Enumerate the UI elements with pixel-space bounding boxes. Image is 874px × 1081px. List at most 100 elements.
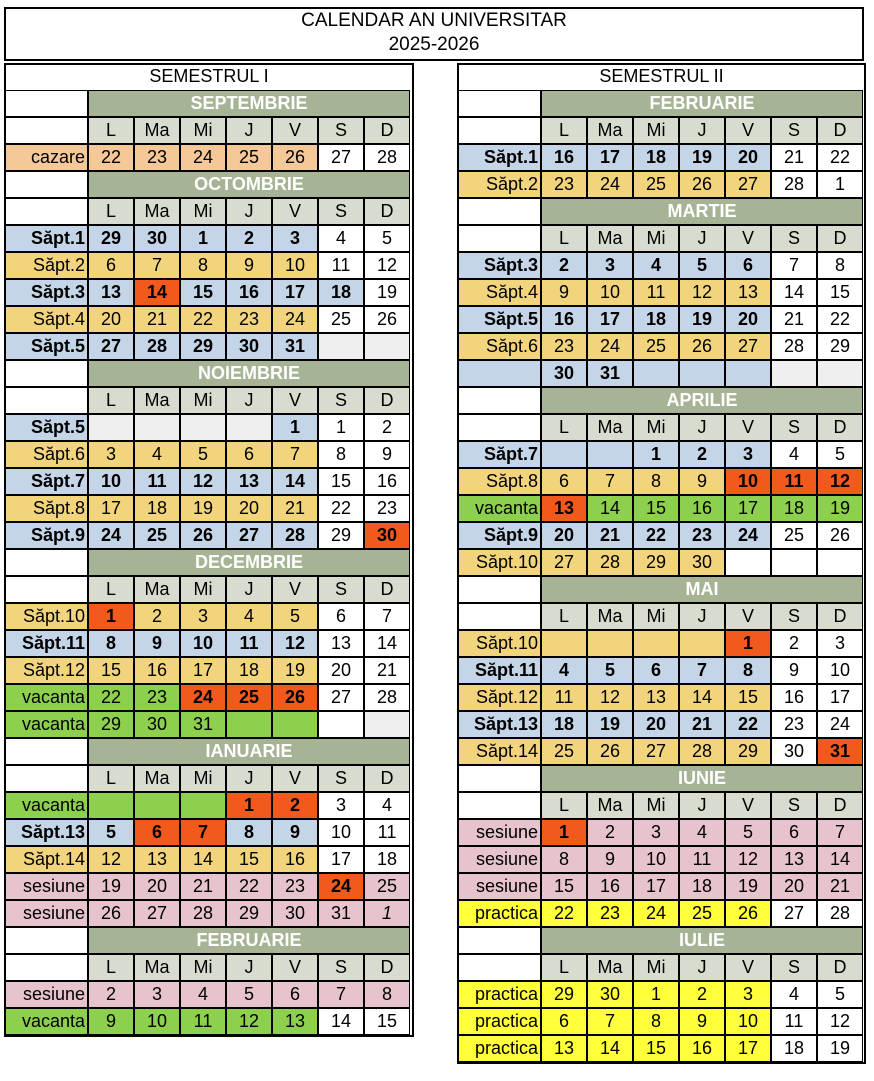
day-cell: 9 <box>88 1008 134 1035</box>
day-cell: 10 <box>134 1008 180 1035</box>
day-cell: 3 <box>318 792 364 819</box>
day-cell: 3 <box>134 981 180 1008</box>
day-cell: 18 <box>771 1035 817 1062</box>
day-cell: 3 <box>180 603 226 630</box>
day-cell: 15 <box>725 684 771 711</box>
day-header: J <box>226 117 272 144</box>
day-header: Mi <box>633 792 679 819</box>
day-header: S <box>318 765 364 792</box>
day-cell: 1 <box>633 981 679 1008</box>
day-cell: 20 <box>771 873 817 900</box>
day-header: S <box>771 954 817 981</box>
day-cell: 22 <box>88 144 134 171</box>
day-header: L <box>88 387 134 414</box>
day-cell: 21 <box>134 306 180 333</box>
day-cell <box>180 414 226 441</box>
week-label: vacanta <box>4 711 88 738</box>
day-cell: 3 <box>272 225 318 252</box>
day-cell: 8 <box>541 846 587 873</box>
day-cell: 24 <box>318 873 364 900</box>
day-cell: 13 <box>226 468 272 495</box>
day-cell: 29 <box>817 333 863 360</box>
day-header-spacer <box>457 954 541 981</box>
calendar-title: CALENDAR AN UNIVERSITAR <box>301 10 567 31</box>
month-row-spacer <box>4 171 88 198</box>
day-cell: 14 <box>272 468 318 495</box>
day-cell <box>679 630 725 657</box>
day-cell: 30 <box>364 522 410 549</box>
day-cell: 21 <box>771 306 817 333</box>
day-cell: 28 <box>272 522 318 549</box>
day-header: L <box>541 117 587 144</box>
day-header: D <box>817 225 863 252</box>
day-header: J <box>679 414 725 441</box>
month-row-spacer <box>457 576 541 603</box>
day-cell: 1 <box>633 441 679 468</box>
day-cell <box>633 630 679 657</box>
day-header-spacer <box>4 198 88 225</box>
day-cell: 13 <box>541 1035 587 1062</box>
day-cell: 4 <box>541 657 587 684</box>
day-header: S <box>771 603 817 630</box>
day-cell: 8 <box>633 468 679 495</box>
day-header: Ma <box>587 792 633 819</box>
day-cell: 19 <box>364 279 410 306</box>
month-name: SEPTEMBRIE <box>88 90 410 117</box>
day-cell: 27 <box>633 738 679 765</box>
day-cell: 5 <box>226 981 272 1008</box>
day-header: Ma <box>134 117 180 144</box>
day-cell: 11 <box>318 252 364 279</box>
day-cell: 29 <box>88 711 134 738</box>
day-cell: 14 <box>587 495 633 522</box>
day-header: L <box>88 954 134 981</box>
day-cell: 10 <box>180 630 226 657</box>
week-label: Săpt.7 <box>457 441 541 468</box>
day-cell: 19 <box>817 495 863 522</box>
day-cell: 10 <box>272 252 318 279</box>
week-label <box>457 360 541 387</box>
day-header: Ma <box>134 954 180 981</box>
day-cell: 28 <box>771 171 817 198</box>
day-header: Ma <box>134 198 180 225</box>
day-cell: 6 <box>541 1008 587 1035</box>
day-cell: 17 <box>587 306 633 333</box>
week-label: Săpt.11 <box>457 657 541 684</box>
day-cell: 15 <box>364 1008 410 1035</box>
day-header: Ma <box>134 387 180 414</box>
day-cell <box>272 711 318 738</box>
day-cell <box>318 711 364 738</box>
day-cell: 10 <box>725 468 771 495</box>
day-cell: 15 <box>633 1035 679 1062</box>
day-cell: 19 <box>88 873 134 900</box>
day-header: S <box>771 225 817 252</box>
day-cell: 21 <box>272 495 318 522</box>
day-cell: 31 <box>180 711 226 738</box>
day-cell: 9 <box>364 441 410 468</box>
day-header: D <box>364 198 410 225</box>
day-cell: 13 <box>541 495 587 522</box>
day-cell: 16 <box>679 495 725 522</box>
day-cell: 20 <box>134 873 180 900</box>
day-cell: 14 <box>364 630 410 657</box>
day-header: Ma <box>587 414 633 441</box>
day-cell: 31 <box>272 333 318 360</box>
day-header: Mi <box>633 225 679 252</box>
day-cell: 27 <box>771 900 817 927</box>
month-name: FEBRUARIE <box>88 927 410 954</box>
day-cell: 10 <box>817 657 863 684</box>
day-cell: 12 <box>725 846 771 873</box>
day-cell: 23 <box>134 684 180 711</box>
day-cell: 29 <box>318 522 364 549</box>
day-cell: 19 <box>272 657 318 684</box>
day-cell: 1 <box>180 225 226 252</box>
day-cell: 28 <box>771 333 817 360</box>
day-header: D <box>817 117 863 144</box>
day-header-spacer <box>457 603 541 630</box>
day-cell: 12 <box>817 1008 863 1035</box>
day-cell: 18 <box>541 711 587 738</box>
day-cell: 23 <box>541 171 587 198</box>
day-header-spacer <box>457 414 541 441</box>
day-cell: 30 <box>226 333 272 360</box>
day-cell: 5 <box>587 657 633 684</box>
day-header: V <box>272 765 318 792</box>
